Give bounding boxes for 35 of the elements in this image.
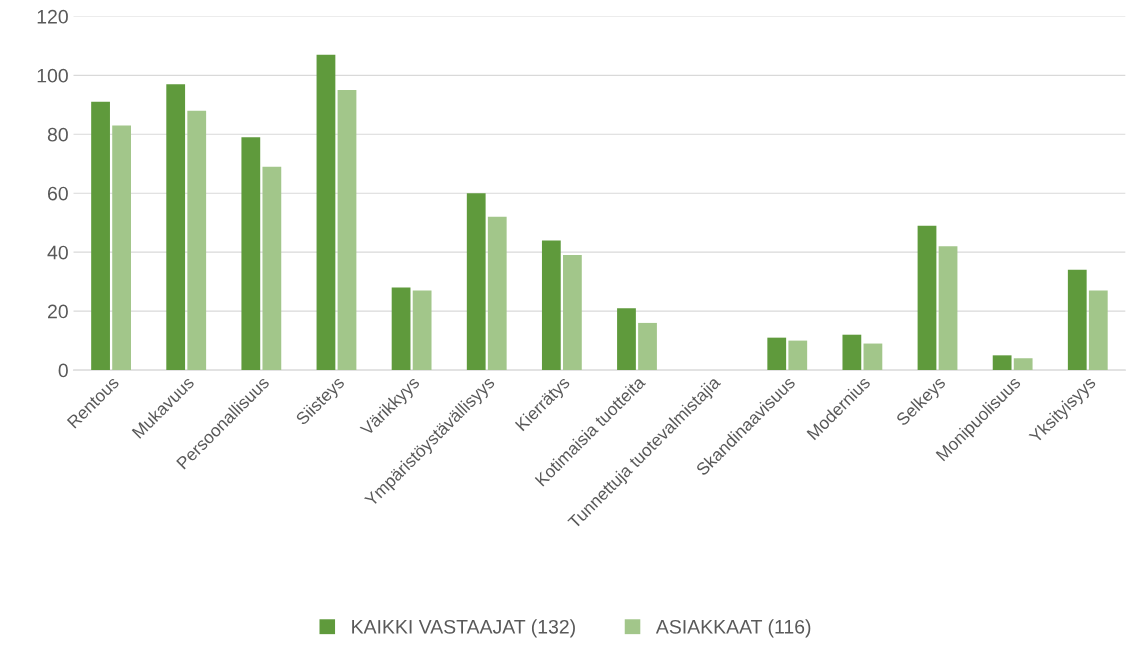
bar [1013, 358, 1033, 371]
bar [262, 166, 282, 371]
bar [541, 240, 561, 371]
bar [1067, 269, 1087, 371]
bar [91, 101, 110, 371]
bar [412, 290, 432, 371]
legend-label: KAIKKI VASTAAJAT (132) [352, 619, 575, 638]
y-tick-label: 60 [48, 186, 68, 201]
bar [487, 216, 507, 371]
bar [863, 343, 883, 371]
bar [316, 54, 336, 371]
bar [842, 334, 862, 371]
bar [767, 337, 787, 371]
legend-label: ASIAKKAAT (116) [655, 619, 811, 638]
bar [391, 287, 411, 371]
bar [337, 90, 357, 371]
bar [992, 355, 1012, 371]
bar [638, 322, 657, 371]
bar [617, 308, 636, 371]
bar [917, 225, 937, 371]
y-tick-label: 0 [58, 363, 68, 378]
bar [1088, 290, 1108, 371]
bar [466, 193, 486, 371]
y-tick-label: 100 [37, 68, 68, 83]
bar [187, 110, 207, 371]
y-tick-label: 120 [37, 9, 68, 24]
bar [562, 255, 582, 371]
bar [788, 340, 808, 371]
bar [166, 84, 186, 371]
y-tick-label: 40 [47, 245, 68, 260]
y-tick-label: 80 [47, 127, 68, 142]
bar [938, 246, 958, 371]
y-tick-label: 20 [48, 304, 68, 319]
bar [112, 125, 131, 371]
bar [241, 137, 261, 371]
